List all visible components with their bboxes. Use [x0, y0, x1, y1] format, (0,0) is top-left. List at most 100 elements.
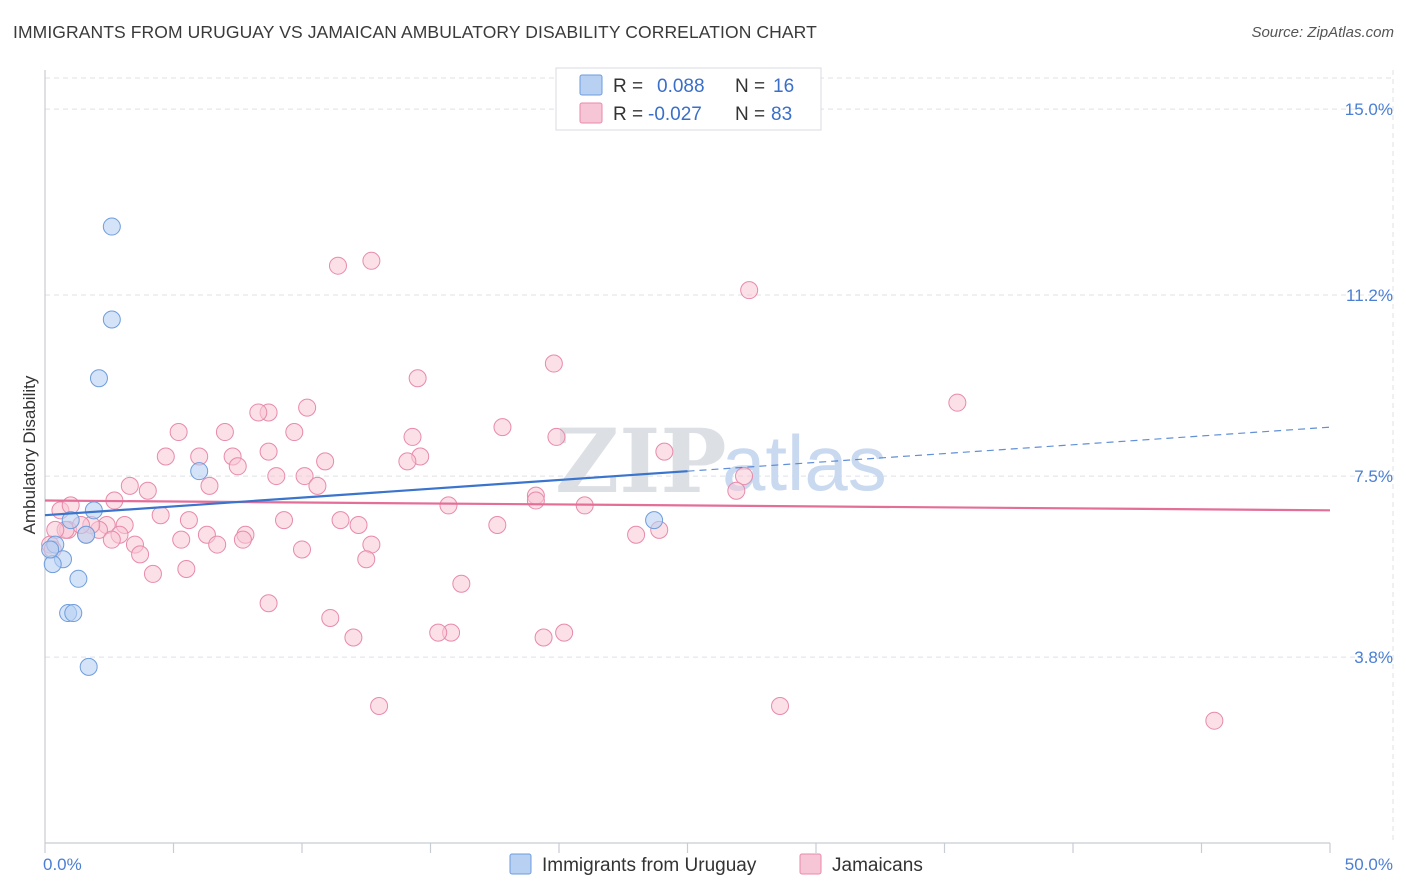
chart-title: IMMIGRANTS FROM URUGUAY VS JAMAICAN AMBU…: [13, 22, 817, 42]
uruguay-point: [84, 501, 103, 520]
y-tick-label: 15.0%: [1345, 100, 1393, 119]
jamaicans-point: [727, 481, 746, 500]
y-tick-labels: 3.8% 7.5% 11.2% 15.0%: [1345, 100, 1393, 667]
uruguay-point: [77, 525, 96, 544]
uruguay-trend-line: [44, 470, 688, 517]
jamaicans-point: [429, 623, 448, 642]
x-tick-label: 50.0%: [1345, 855, 1393, 874]
jamaicans-point: [328, 256, 347, 275]
watermark-zip: ZIP: [555, 409, 727, 513]
jamaicans-point: [131, 545, 150, 564]
jamaicans-point: [102, 530, 121, 549]
legend-r-label: R =: [613, 76, 643, 97]
legend-n-label: N =: [735, 104, 765, 125]
legend-r-value: 0.088: [657, 76, 705, 97]
legend-n-label: N =: [735, 76, 765, 97]
jamaicans-point: [349, 515, 368, 534]
watermark-atlas: atlas: [722, 419, 887, 507]
jamaicans-trend-line: [44, 499, 1331, 512]
uruguay-point: [102, 310, 121, 329]
uruguay-point: [79, 657, 98, 676]
jamaicans-point: [555, 623, 574, 642]
jamaicans-point: [655, 442, 674, 461]
jamaicans-point: [285, 423, 304, 442]
jamaicans-point: [362, 251, 381, 270]
jamaicans-point: [200, 476, 219, 495]
jamaicans-point: [172, 530, 191, 549]
jamaicans-point: [215, 423, 234, 442]
y-tick-label: 11.2%: [1346, 286, 1393, 305]
bottom-legend-label-uruguay: Immigrants from Uruguay: [542, 855, 757, 876]
jamaicans-point: [120, 476, 139, 495]
jamaicans-point: [948, 393, 967, 412]
jamaicans-point: [308, 476, 327, 495]
jamaicans-point: [233, 530, 252, 549]
jamaicans-point: [143, 564, 162, 583]
jamaicans-point: [151, 506, 170, 525]
legend-r-label: R =: [613, 104, 643, 125]
jamaicans-point: [534, 628, 553, 647]
source-credit: Source: ZipAtlas.com: [1251, 24, 1394, 41]
x-tick-label: 0.0%: [43, 855, 82, 874]
legend-r-value: -0.027: [648, 104, 702, 125]
uruguay-point: [102, 217, 121, 236]
jamaicans-point: [295, 467, 314, 486]
uruguay-point: [43, 555, 62, 574]
jamaicans-point: [321, 608, 340, 627]
axes: [44, 70, 1331, 853]
jamaicans-point: [439, 496, 458, 515]
jamaicans-point: [138, 481, 157, 500]
jamaicans-point: [267, 467, 286, 486]
watermark: ZIP atlas: [555, 409, 887, 513]
jamaicans-point: [331, 511, 350, 530]
legend-n-value: 16: [773, 76, 794, 97]
uruguay-point: [645, 511, 664, 530]
top-legend: R = 0.088 N = 16 R = -0.027 N = 83: [555, 67, 822, 131]
jamaicans-point: [259, 442, 278, 461]
bottom-legend-swatch-uruguay: [509, 853, 532, 875]
jamaicans-point: [771, 697, 790, 716]
jamaicans-point: [249, 403, 268, 422]
jamaicans-point: [526, 491, 545, 510]
jamaicans-point: [370, 697, 389, 716]
jamaicans-point: [403, 427, 422, 446]
jamaicans-point: [228, 457, 247, 476]
jamaicans-point: [544, 354, 563, 373]
jamaicans-point: [293, 540, 311, 559]
uruguay-point: [190, 462, 209, 481]
jamaicans-point: [740, 281, 759, 300]
jamaicans-point: [627, 525, 646, 544]
y-tick-label: 7.5%: [1354, 467, 1393, 486]
jamaicans-point: [169, 423, 188, 442]
jamaicans-point: [275, 511, 294, 530]
y-tick-label: 3.8%: [1354, 648, 1393, 667]
bottom-legend-label-jamaicans: Jamaicans: [832, 855, 923, 876]
bottom-legend-swatch-jamaicans: [799, 853, 822, 875]
jamaicans-point: [208, 535, 227, 554]
jamaicans-point: [488, 515, 507, 534]
jamaicans-point: [177, 560, 196, 579]
jamaicans-point: [735, 467, 754, 486]
x-tick-labels: 0.0% 50.0%: [43, 855, 1393, 874]
y-axis-title: Ambulatory Disability: [20, 375, 39, 534]
jamaicans-point: [452, 574, 471, 593]
legend-n-value: 83: [771, 104, 792, 125]
uruguay-point: [69, 569, 88, 588]
uruguay-point: [89, 369, 108, 388]
jamaicans-point: [1205, 711, 1224, 730]
jamaicans-point: [398, 452, 417, 471]
jamaicans-point: [259, 594, 278, 613]
trend-lines: [44, 426, 1331, 517]
uruguay-points: [41, 217, 664, 676]
legend-swatch-jamaicans: [579, 102, 603, 124]
jamaicans-point: [316, 452, 335, 471]
jamaicans-point: [344, 628, 363, 647]
uruguay-point: [64, 604, 83, 623]
jamaicans-point: [357, 550, 376, 569]
jamaicans-point: [179, 511, 198, 530]
jamaicans-point: [547, 427, 566, 446]
legend-swatch-uruguay: [579, 74, 603, 96]
uruguay-point: [41, 540, 60, 559]
jamaicans-point: [493, 418, 512, 437]
jamaicans-point: [298, 398, 317, 417]
